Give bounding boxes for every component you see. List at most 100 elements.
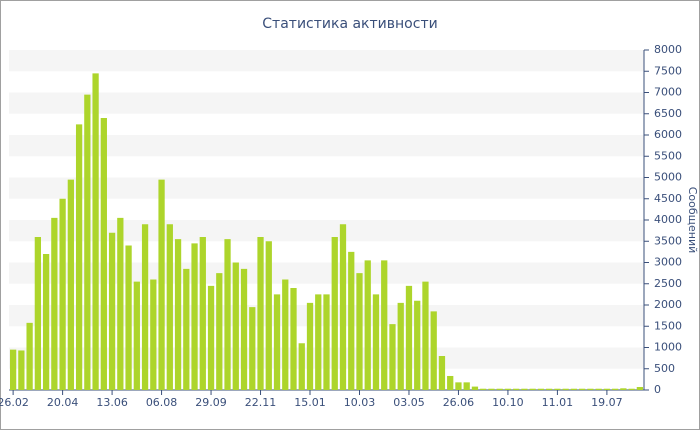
- bar: [216, 273, 223, 390]
- bar: [9, 349, 17, 390]
- bar: [529, 388, 536, 390]
- bar: [240, 268, 248, 390]
- y-tick-label: 4500: [654, 192, 682, 205]
- y-tick-label: 6500: [654, 107, 682, 120]
- bar: [125, 245, 132, 390]
- bar: [356, 273, 363, 390]
- y-tick-label: 7500: [654, 64, 682, 77]
- bar: [18, 350, 25, 390]
- bar: [323, 294, 330, 390]
- y-tick-label: 3000: [654, 256, 682, 269]
- bar: [471, 386, 479, 390]
- bar: [191, 243, 198, 390]
- bar: [26, 322, 33, 390]
- bar: [587, 388, 594, 390]
- x-tick-label: 13.06: [96, 396, 128, 409]
- bar: [579, 388, 586, 390]
- bar: [141, 224, 149, 390]
- bar: [397, 302, 404, 390]
- bar: [595, 388, 602, 390]
- bar: [612, 388, 619, 390]
- bar: [67, 179, 74, 390]
- x-tick-label: 26.02: [0, 396, 29, 409]
- bar: [100, 118, 107, 390]
- bar: [306, 302, 314, 390]
- bar: [636, 387, 644, 390]
- bar: [480, 388, 487, 390]
- bar: [430, 311, 437, 390]
- bar: [603, 388, 611, 390]
- x-tick-label: 20.04: [47, 396, 79, 409]
- bar: [488, 388, 495, 390]
- grid-band: [9, 92, 644, 114]
- bar: [117, 217, 124, 390]
- bar: [174, 239, 182, 390]
- y-tick-label: 0: [654, 383, 661, 396]
- x-tick-label: 10.03: [344, 396, 376, 409]
- grid-band: [9, 135, 644, 157]
- y-tick-label: 8000: [654, 43, 682, 56]
- bar: [364, 260, 371, 390]
- y-tick-label: 3500: [654, 234, 682, 247]
- bar: [150, 279, 157, 390]
- bar: [348, 251, 355, 390]
- bar: [438, 356, 446, 390]
- y-tick-label: 1000: [654, 341, 682, 354]
- bar: [232, 262, 239, 390]
- bar: [570, 388, 578, 390]
- y-tick-label: 7000: [654, 86, 682, 99]
- bar: [59, 198, 66, 390]
- bar: [389, 324, 396, 390]
- bar: [298, 343, 305, 390]
- bar: [339, 224, 347, 390]
- chart-title: Статистика активности: [262, 16, 437, 32]
- bar: [381, 260, 388, 390]
- bar: [521, 388, 528, 390]
- bar: [554, 388, 561, 390]
- grid-band: [9, 177, 644, 199]
- bar: [34, 237, 41, 390]
- bar: [51, 217, 58, 390]
- bar: [463, 382, 470, 390]
- bar: [166, 224, 173, 390]
- x-tick-label: 29.09: [195, 396, 227, 409]
- bar: [562, 388, 569, 390]
- y-axis-title: Сообщений: [686, 187, 699, 254]
- bar: [628, 388, 635, 390]
- y-tick-label: 4000: [654, 213, 682, 226]
- y-tick-label: 2000: [654, 298, 682, 311]
- y-tick-label: 500: [654, 362, 675, 375]
- bar: [207, 285, 215, 390]
- y-tick-label: 2500: [654, 277, 682, 290]
- bar: [455, 382, 462, 390]
- bar: [290, 288, 297, 390]
- bar: [496, 388, 503, 390]
- bar: [257, 237, 264, 390]
- x-tick-label: 22.11: [245, 396, 277, 409]
- bar: [183, 268, 190, 390]
- bar: [265, 241, 272, 390]
- bar: [331, 237, 338, 390]
- bar: [133, 281, 140, 390]
- bar: [42, 254, 50, 390]
- bar: [546, 388, 553, 390]
- bar: [199, 237, 206, 390]
- x-tick-label: 06.08: [146, 396, 178, 409]
- x-tick-label: 10.10: [492, 396, 524, 409]
- bar: [315, 294, 322, 390]
- x-tick-label: 15.01: [294, 396, 326, 409]
- bar: [537, 388, 545, 390]
- bar: [75, 124, 83, 390]
- bar: [513, 388, 520, 390]
- bar: [447, 375, 454, 390]
- x-tick-label: 11.01: [542, 396, 574, 409]
- bar: [282, 279, 289, 390]
- bar: [273, 294, 281, 390]
- bar: [84, 94, 91, 390]
- y-tick-label: 5500: [654, 149, 682, 162]
- bar: [422, 281, 429, 390]
- bar: [249, 307, 256, 390]
- grid-band: [9, 50, 644, 72]
- y-tick-label: 6000: [654, 128, 682, 141]
